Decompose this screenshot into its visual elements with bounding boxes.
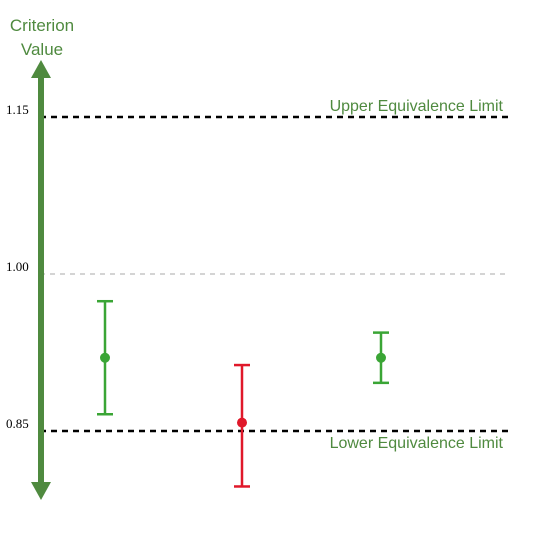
- y-axis-title-line: Value: [21, 40, 63, 59]
- y-tick-label: 1.15: [6, 102, 29, 117]
- arrow-up-icon: [31, 60, 51, 78]
- reference-lines: Upper Equivalence Limit Lower Equivalence…: [40, 98, 508, 452]
- y-tick-label: 1.00: [6, 259, 29, 274]
- estimates: [97, 299, 389, 488]
- estimate-group: [234, 363, 250, 488]
- estimate-group: [373, 331, 389, 385]
- estimate-group: [97, 299, 113, 416]
- arrow-down-icon: [31, 482, 51, 500]
- lower-limit-label: Lower Equivalence Limit: [330, 435, 504, 452]
- point-estimate: [100, 352, 110, 363]
- upper-limit-label: Upper Equivalence Limit: [330, 98, 504, 115]
- y-axis-title-line: Criterion: [10, 16, 74, 35]
- y-axis-title: Criterion Value: [10, 16, 74, 59]
- y-tick-labels: 1.15 1.00 0.85: [6, 102, 29, 431]
- point-estimate: [237, 417, 247, 428]
- y-tick-label: 0.85: [6, 416, 29, 431]
- point-estimate: [376, 352, 386, 363]
- y-axis-arrow: [31, 60, 51, 500]
